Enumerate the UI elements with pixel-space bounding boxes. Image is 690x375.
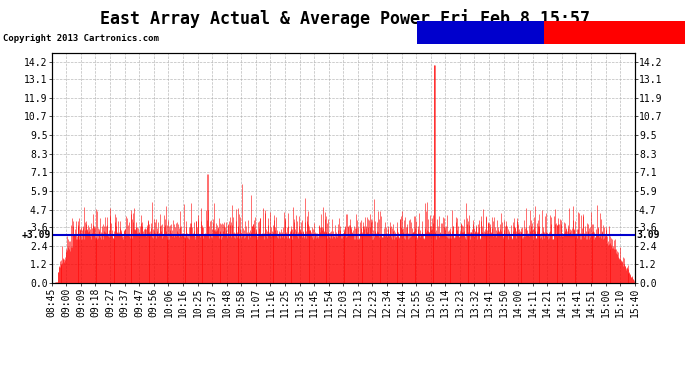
Text: 3.09: 3.09 [636,230,660,240]
Text: +3.09: +3.09 [21,230,50,240]
Text: Average  (DC Watts): Average (DC Watts) [429,28,532,37]
Text: East Array Actual & Average Power Fri Feb 8 15:57: East Array Actual & Average Power Fri Fe… [100,9,590,28]
Text: Copyright 2013 Cartronics.com: Copyright 2013 Cartronics.com [3,34,159,43]
Text: East Array  (DC Watts): East Array (DC Watts) [555,28,673,37]
